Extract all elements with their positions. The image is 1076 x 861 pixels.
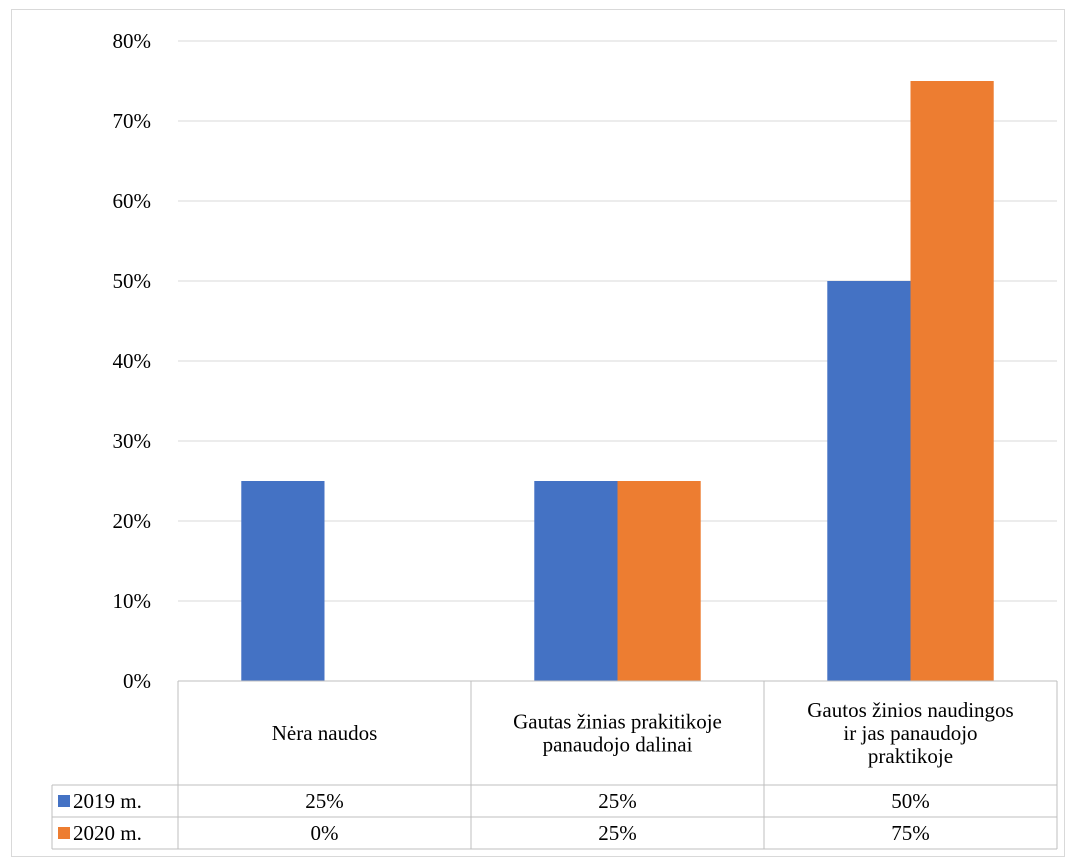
bars xyxy=(241,81,994,681)
y-tick-label: 50% xyxy=(113,269,152,293)
table-value: 25% xyxy=(598,789,637,813)
table-value: 25% xyxy=(305,789,344,813)
y-tick-label: 20% xyxy=(113,509,152,533)
y-tick-label: 0% xyxy=(123,669,151,693)
category-label: Nėra naudos xyxy=(272,721,378,745)
y-axis: 0% 10% 20% 30% 40% 50% 60% 70% 80% xyxy=(113,29,152,693)
category-label: Gautos žinios naudingos ir jas panaudojo p… xyxy=(807,698,1013,768)
bar-2019m xyxy=(827,281,911,681)
table-value: 0% xyxy=(311,821,339,845)
bar-2019m xyxy=(241,481,325,681)
legend-label: 2019 m. xyxy=(73,789,142,813)
y-tick-label: 80% xyxy=(113,29,152,53)
legend-label: 2020 m. xyxy=(73,821,142,845)
bar-2020m xyxy=(910,81,994,681)
legend-key xyxy=(58,827,70,839)
legend-key xyxy=(58,795,70,807)
data-table: Nėra naudos Gautas žinias prakitikoje pana… xyxy=(51,680,1058,850)
bar-2020m xyxy=(617,481,701,681)
table-value: 50% xyxy=(891,789,930,813)
bar-2019m xyxy=(534,481,618,681)
table-value: 75% xyxy=(891,821,930,845)
table-value: 25% xyxy=(598,821,637,845)
y-tick-label: 40% xyxy=(113,349,152,373)
y-tick-label: 30% xyxy=(113,429,152,453)
y-tick-label: 60% xyxy=(113,189,152,213)
y-tick-label: 10% xyxy=(113,589,152,613)
category-label: Gautas žinias prakitikoje panaudojo dalin… xyxy=(513,710,722,757)
y-tick-label: 70% xyxy=(113,109,152,133)
